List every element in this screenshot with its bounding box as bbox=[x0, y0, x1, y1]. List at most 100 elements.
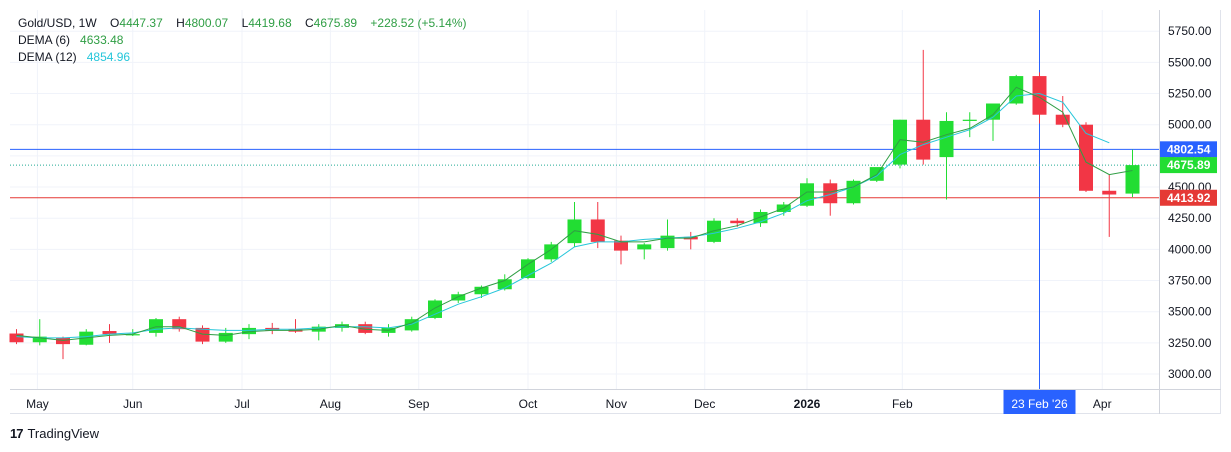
dema12-line bbox=[16, 92, 1110, 339]
blue-level-tag: 4802.54 bbox=[1160, 141, 1217, 158]
symbol-label[interactable]: Gold/USD, 1W bbox=[18, 16, 97, 30]
candle-body bbox=[172, 319, 187, 330]
time-tick-label: Jun bbox=[123, 397, 142, 411]
open-label: O bbox=[110, 16, 120, 30]
price-tick-label: 5500.00 bbox=[1168, 55, 1212, 69]
plot-area bbox=[10, 10, 1159, 389]
dema6-label: DEMA (6) bbox=[18, 33, 71, 47]
blue-level-tag-text: 4802.54 bbox=[1167, 142, 1211, 156]
last-price-tag-text: 4675.89 bbox=[1167, 158, 1211, 172]
time-tick-label: Oct bbox=[519, 397, 538, 411]
high-value: 4800.07 bbox=[184, 16, 229, 30]
gridlines bbox=[10, 10, 1159, 389]
time-tick-label: Dec bbox=[694, 397, 715, 411]
candle-body bbox=[428, 300, 442, 318]
close-value: 4675.89 bbox=[313, 16, 358, 30]
candle-body bbox=[218, 332, 233, 342]
candle-body bbox=[962, 119, 977, 121]
time-tick-label: Aug bbox=[320, 397, 341, 411]
legend-dema12-row[interactable]: DEMA (12) 4854.96 bbox=[18, 49, 467, 66]
candle-body bbox=[544, 244, 559, 260]
dema6-value: 4633.48 bbox=[80, 33, 124, 47]
blue-level-tag-bg bbox=[1160, 141, 1217, 158]
price-tick-label: 4250.00 bbox=[1168, 211, 1212, 225]
candle-body bbox=[893, 119, 907, 165]
candle-body bbox=[1009, 76, 1024, 104]
candle-body bbox=[707, 220, 721, 242]
candle-body bbox=[451, 294, 466, 301]
candle-body bbox=[590, 219, 605, 242]
candle-body bbox=[1055, 114, 1070, 125]
candle-body bbox=[637, 244, 652, 250]
candle-body bbox=[242, 327, 256, 335]
candle-body bbox=[474, 286, 489, 295]
candle-body bbox=[1079, 124, 1093, 191]
dema6-line bbox=[16, 86, 1133, 341]
red-level-tag-bg bbox=[1160, 189, 1217, 206]
time-axis: May Jun Jul Aug Sep Oct Nov Dec 2026 Feb Apr bbox=[26, 397, 1112, 411]
candle-body bbox=[102, 331, 117, 335]
tradingview-brand[interactable]: 17 TradingView bbox=[10, 426, 99, 441]
last-price-tag: 4675.89 bbox=[1160, 157, 1217, 174]
candle-body bbox=[358, 324, 373, 333]
dema12-value: 4854.96 bbox=[86, 50, 131, 64]
time-tick-label: Feb bbox=[892, 397, 913, 411]
candle-body bbox=[800, 183, 814, 206]
candle-body bbox=[753, 211, 768, 224]
crosshair-date-tag: 23 Feb '26 bbox=[1003, 390, 1076, 414]
time-tick-label: Sep bbox=[408, 397, 430, 411]
candle-body bbox=[1032, 76, 1047, 115]
candle-body bbox=[916, 119, 931, 160]
candle-body bbox=[614, 240, 628, 251]
price-tick-label: 3750.00 bbox=[1168, 274, 1212, 288]
dema12-label: DEMA (12) bbox=[18, 50, 77, 64]
candle-body bbox=[335, 324, 349, 328]
close-label: C bbox=[305, 16, 314, 30]
chart-bottom-border bbox=[10, 413, 1221, 414]
candle-body bbox=[846, 180, 861, 204]
price-tick-label: 3500.00 bbox=[1168, 305, 1212, 319]
candle-body bbox=[730, 220, 745, 224]
candle-body bbox=[497, 279, 512, 290]
time-tick-label: May bbox=[26, 397, 49, 411]
candle-body bbox=[1125, 165, 1140, 194]
candle-body bbox=[823, 183, 838, 204]
price-tick-label: 4000.00 bbox=[1168, 242, 1212, 256]
price-tick-label: 5250.00 bbox=[1168, 87, 1212, 101]
candle-body bbox=[939, 120, 954, 158]
tradingview-logo-icon: 17 bbox=[10, 426, 24, 441]
high-label: H bbox=[176, 16, 185, 30]
price-tick-label: 3000.00 bbox=[1168, 367, 1212, 381]
price-tick-label: 5750.00 bbox=[1168, 24, 1212, 38]
time-tick-label: 2026 bbox=[794, 397, 821, 411]
legend-dema6-row[interactable]: DEMA (6) 4633.48 bbox=[18, 32, 467, 49]
price-tick-label: 3250.00 bbox=[1168, 336, 1212, 350]
price-tick-label: 5000.00 bbox=[1168, 118, 1212, 132]
red-level-tag: 4413.92 bbox=[1160, 189, 1217, 206]
crosshair-date-text: 23 Feb '26 bbox=[1011, 397, 1068, 411]
low-value: 4419.68 bbox=[248, 16, 292, 30]
chart-right-border bbox=[1220, 10, 1221, 414]
candle-body bbox=[9, 333, 24, 343]
candle-body bbox=[32, 336, 47, 343]
brand-name: TradingView bbox=[27, 426, 100, 441]
candle-body bbox=[195, 327, 210, 342]
crosshair-date-bg bbox=[1003, 390, 1076, 414]
last-price-tag-bg bbox=[1160, 157, 1217, 174]
time-tick-label: Apr bbox=[1093, 397, 1112, 411]
time-tick-label: Jul bbox=[234, 397, 249, 411]
candle-body bbox=[125, 334, 140, 336]
candle-body bbox=[404, 319, 419, 331]
chart-legend: Gold/USD, 1W O4447.37 H4800.07 L4419.68 … bbox=[18, 15, 467, 66]
candle-body bbox=[986, 103, 1000, 120]
time-tick-label: Nov bbox=[606, 397, 627, 411]
candle-body bbox=[56, 337, 70, 345]
low-label: L bbox=[241, 16, 249, 30]
candle-body bbox=[1102, 190, 1117, 195]
legend-ohlc-row: Gold/USD, 1W O4447.37 H4800.07 L4419.68 … bbox=[18, 15, 467, 32]
open-value: 4447.37 bbox=[119, 16, 163, 30]
candle-body bbox=[149, 319, 163, 333]
change-value: +228.52 (+5.14%) bbox=[370, 16, 467, 30]
